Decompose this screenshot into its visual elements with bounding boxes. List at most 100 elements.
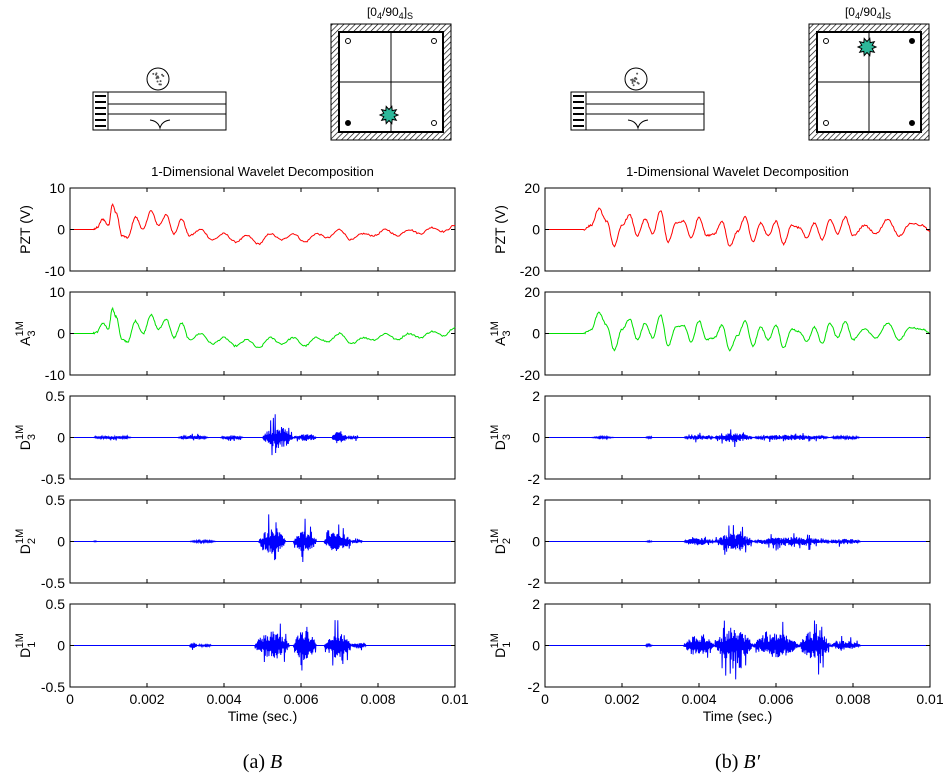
panel-5: 2 0 -2 D11M <box>489 596 931 695</box>
y-tick-label: 0 <box>57 534 65 550</box>
impactor-speckle <box>162 75 165 78</box>
impactor-speckle <box>155 77 158 80</box>
ylabel-subscript: 2 <box>501 538 513 544</box>
ylabel-subscript: 3 <box>501 434 513 440</box>
layup-part: /90 <box>860 5 877 19</box>
y-tick-label: -20 <box>520 263 540 279</box>
ylabel-superscript: 1M <box>489 529 501 544</box>
burst-trace <box>262 414 294 456</box>
impactor-speckle <box>152 72 155 75</box>
beam-body <box>107 91 227 131</box>
burst-trace <box>752 433 830 442</box>
series-line <box>545 311 931 352</box>
x-tick-label: 0.002 <box>129 691 164 707</box>
y-tick-label: 0 <box>532 222 540 238</box>
ylabel-main: D <box>492 440 508 450</box>
x-tick-label: 0.008 <box>835 691 870 707</box>
layup-subscript: 4 <box>399 11 404 21</box>
x-tick-label: 0.004 <box>681 691 716 707</box>
layup-subscript: S <box>407 11 413 21</box>
x-tick-label: 0.01 <box>441 691 468 707</box>
x-tick-label: 0.004 <box>206 691 241 707</box>
burst-trace <box>644 435 653 440</box>
sensor-dot <box>345 38 351 44</box>
panel-5: 0.5 0 -0.5 D11M <box>14 596 456 695</box>
ylabel-main: D <box>17 440 33 450</box>
caption-label: (b) <box>715 751 738 773</box>
burst-trace <box>683 432 715 443</box>
specimen-side-view-icon <box>570 67 705 131</box>
y-tick-label: 0 <box>57 222 65 238</box>
burst-trace <box>323 524 352 551</box>
ylabel-subscript: 3 <box>501 330 513 336</box>
layup-subscript: 4 <box>855 11 860 21</box>
ylabel-main: D <box>17 544 33 554</box>
caption-variable: B′ <box>743 751 760 773</box>
burst-trace <box>644 642 653 648</box>
burst-trace <box>92 434 132 441</box>
burst-trace <box>350 538 363 545</box>
ylabel-subscript: 3 <box>26 434 38 440</box>
y-tick-label: 20 <box>524 180 540 196</box>
ylabel-superscript: 1M <box>14 425 26 440</box>
ylabel-main: PZT (V) <box>492 205 508 254</box>
specimen-side-view-icon <box>92 67 227 131</box>
sensor-dot <box>823 120 829 126</box>
figure-caption: (b) B′ <box>715 751 761 773</box>
burst-trace <box>189 538 217 545</box>
y-tick-label: 0 <box>57 430 65 446</box>
y-tick-label: 0 <box>57 638 65 654</box>
y-axis-label: D11M <box>489 633 513 658</box>
burst-trace <box>714 429 754 447</box>
chart-title: 1-Dimensional Wavelet Decomposition <box>626 164 849 179</box>
impactor-speckle <box>632 84 635 87</box>
y-tick-label: 0 <box>532 430 540 446</box>
burst-trace <box>258 514 287 561</box>
panel-4: 0.5 0 -0.5 D21M <box>14 492 456 591</box>
figure-a: [04/904]S1-Dimensional Wavelet Decomposi… <box>14 5 469 773</box>
y-axis-label: D11M <box>14 633 38 658</box>
axes-box <box>69 187 456 272</box>
sensor-dot <box>431 38 437 44</box>
figure-b: [04/904]S1-Dimensional Wavelet Decomposi… <box>489 5 944 773</box>
burst-trace <box>177 433 209 441</box>
x-axis-label: Time (sec.) <box>228 708 297 724</box>
y-tick-label: 0 <box>532 326 540 342</box>
x-tick-label: 0.006 <box>283 691 318 707</box>
ylabel-main: PZT (V) <box>17 205 33 254</box>
impactor-speckle <box>161 73 164 76</box>
y-axis-label: PZT (V) <box>492 205 508 254</box>
y-tick-label: 0.5 <box>46 388 66 404</box>
x-tick-label: 0 <box>66 691 74 707</box>
layup-part: ] <box>882 5 885 19</box>
burst-trace <box>196 642 213 649</box>
y-tick-label: 10 <box>49 180 65 196</box>
impactor-speckle <box>159 83 162 86</box>
y-axis-label: A31M <box>14 321 38 346</box>
ylabel-superscript: 1M <box>489 633 501 648</box>
ylabel-main: D <box>492 648 508 658</box>
burst-trace <box>292 626 317 671</box>
impact-marker-icon <box>378 105 400 125</box>
y-tick-label: 2 <box>532 492 540 508</box>
burst-trace <box>714 525 754 555</box>
panel-3: 0.5 0 -0.5 D31M <box>14 388 456 487</box>
burst-trace <box>829 434 861 441</box>
y-tick-label: -20 <box>520 367 540 383</box>
impactor-speckle <box>631 80 634 83</box>
burst-trace <box>350 642 367 651</box>
burst-trace <box>644 539 653 544</box>
y-tick-label: -0.5 <box>41 575 65 591</box>
impactor-speckle <box>156 75 159 78</box>
burst-trace <box>188 642 198 650</box>
axes-box <box>544 187 931 272</box>
sensor-dot <box>909 120 915 126</box>
burst-trace <box>713 620 754 680</box>
y-tick-label: -10 <box>45 263 65 279</box>
layup-part: /90 <box>382 5 399 19</box>
support-block <box>570 91 587 131</box>
x-tick-label: 0.002 <box>604 691 639 707</box>
y-tick-label: 0 <box>532 638 540 654</box>
beam-notch <box>627 119 649 130</box>
y-tick-label: 0.5 <box>46 492 66 508</box>
